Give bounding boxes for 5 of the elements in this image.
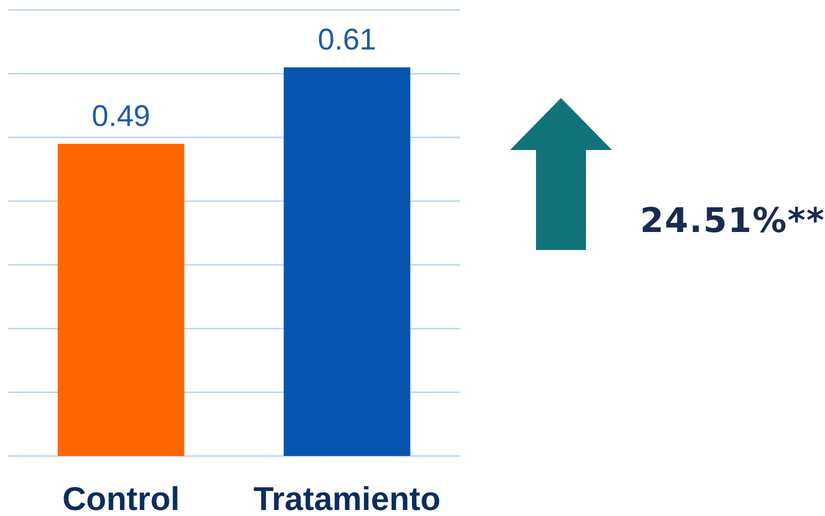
data-label: 0.49 <box>92 100 150 133</box>
text: 24.51%** <box>640 201 825 241</box>
x-tick-label: Tratamiento <box>253 480 441 516</box>
x-tick-label: Control <box>62 480 180 516</box>
data-label: 0.61 <box>318 23 376 56</box>
